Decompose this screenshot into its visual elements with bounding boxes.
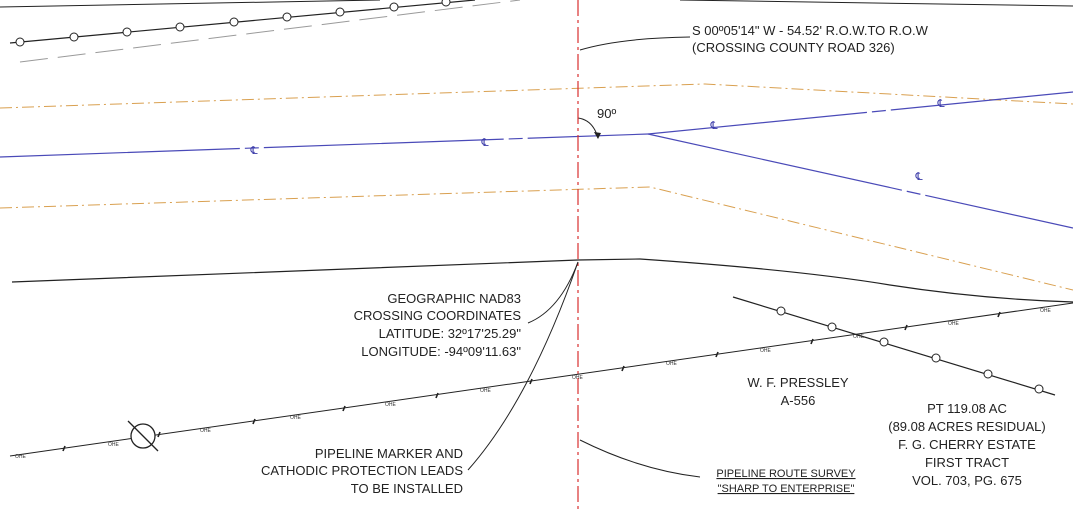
pipeline-marker-icon [127, 420, 159, 452]
centerline-symbols: ℄ ℄ ℄ ℄ ℄ [249, 98, 944, 183]
utility-pole [122, 27, 132, 37]
centerline-symbol: ℄ [249, 145, 257, 157]
survey-title-line1: PIPELINE ROUTE SURVEY [716, 468, 856, 480]
ohe-label: OHE [760, 348, 772, 354]
tract-info-line5: VOL. 703, PG. 675 [912, 473, 1022, 488]
ohe-label: OHE [948, 321, 960, 327]
utility-pole [175, 22, 185, 32]
ohe-label: OHE [108, 442, 120, 448]
ohe-label: OHE [1040, 308, 1052, 314]
marker-note-line2: CATHODIC PROTECTION LEADS [261, 463, 463, 478]
crossing-bearing-line1: S 00º05'14" W - 54.52' R.O.W.TO R.O.W [692, 23, 929, 38]
ohe-label: OHE [290, 415, 302, 421]
centerline-symbol: ℄ [936, 98, 944, 110]
coordinates-line1: GEOGRAPHIC NAD83 [387, 291, 521, 306]
overhead-electric-line [9, 302, 1073, 457]
ohe-label: OHE [853, 334, 865, 340]
utility-pole [229, 17, 239, 27]
utility-pole [879, 337, 889, 347]
coordinates-line2: CROSSING COORDINATES [354, 308, 522, 323]
utility-pole [15, 37, 25, 47]
crossing-bearing-line2: (CROSSING COUNTY ROAD 326) [692, 40, 895, 55]
centerline-symbol: ℄ [709, 120, 717, 132]
tract-info-line4: FIRST TRACT [925, 455, 1009, 470]
utility-poles-top [15, 0, 451, 47]
survey-abstract-line2: A-556 [781, 393, 816, 408]
coordinates-latitude: LATITUDE: 32º17'25.29" [379, 326, 522, 341]
survey-leader [579, 439, 701, 478]
angle-arc [577, 117, 599, 139]
utility-pole [389, 2, 399, 12]
ohe-ticks [62, 311, 1001, 452]
ohe-label: OHE [385, 402, 397, 408]
tract-info-line3: F. G. CHERRY ESTATE [898, 437, 1036, 452]
road-edge-line [11, 258, 1073, 303]
survey-abstract-line1: W. F. PRESSLEY [747, 375, 848, 390]
utility-pole [776, 306, 786, 316]
utility-pole [335, 7, 345, 17]
pipeline-centerline-east [647, 91, 1073, 135]
easement-line-lower [0, 186, 1073, 291]
marker-note-line1: PIPELINE MARKER AND [315, 446, 463, 461]
easement-line-upper [0, 83, 1073, 109]
coordinates-leader [527, 261, 579, 324]
tract-info-block: PT 119.08 AC (89.08 ACRES RESIDUAL) F. G… [888, 401, 1046, 488]
bearing-leader [579, 36, 691, 51]
ohe-label: OHE [572, 375, 584, 381]
utility-pole [827, 322, 837, 332]
tract-info-line2: (89.08 ACRES RESIDUAL) [888, 419, 1046, 434]
survey-title-block: PIPELINE ROUTE SURVEY "SHARP TO ENTERPRI… [716, 468, 856, 495]
ohe-label: OHE [666, 361, 678, 367]
angle-label: 90º [597, 106, 616, 121]
utility-line-top [9, 0, 476, 44]
marker-note-line3: TO BE INSTALLED [351, 481, 463, 496]
row-line-top-right [679, 0, 1073, 7]
ohe-label: OHE [200, 428, 212, 434]
utility-poles-lower [776, 306, 1044, 394]
marker-note-block: PIPELINE MARKER AND CATHODIC PROTECTION … [261, 446, 463, 496]
coordinates-block: GEOGRAPHIC NAD83 CROSSING COORDINATES LA… [354, 291, 522, 359]
ohe-label: OHE [480, 388, 492, 394]
ohe-labels: OHE OHE OHE OHE OHE OHE OHE OHE OHE OHE … [15, 308, 1052, 460]
marker-leader [467, 261, 579, 471]
centerline-symbol: ℄ [914, 171, 922, 183]
utility-pole [441, 0, 451, 7]
survey-title-line2: "SHARP TO ENTERPRISE" [718, 483, 855, 495]
utility-pole [983, 369, 993, 379]
coordinates-longitude: LONGITUDE: -94º09'11.63" [361, 344, 521, 359]
row-line-dashed [19, 0, 521, 63]
row-line-top-left [0, 0, 381, 8]
tract-info-line1: PT 119.08 AC [927, 401, 1007, 416]
utility-line-lower [732, 296, 1056, 396]
survey-abstract-block: W. F. PRESSLEY A-556 [747, 375, 848, 408]
angle-arrow [594, 132, 601, 139]
utility-pole [69, 32, 79, 42]
utility-pole [282, 12, 292, 22]
ohe-label: OHE [15, 454, 27, 460]
utility-pole [1034, 384, 1044, 394]
utility-pole [931, 353, 941, 363]
pipeline-centerline-west [0, 133, 649, 158]
pipeline-centerline-branch [647, 133, 1073, 229]
centerline-symbol: ℄ [480, 137, 488, 149]
